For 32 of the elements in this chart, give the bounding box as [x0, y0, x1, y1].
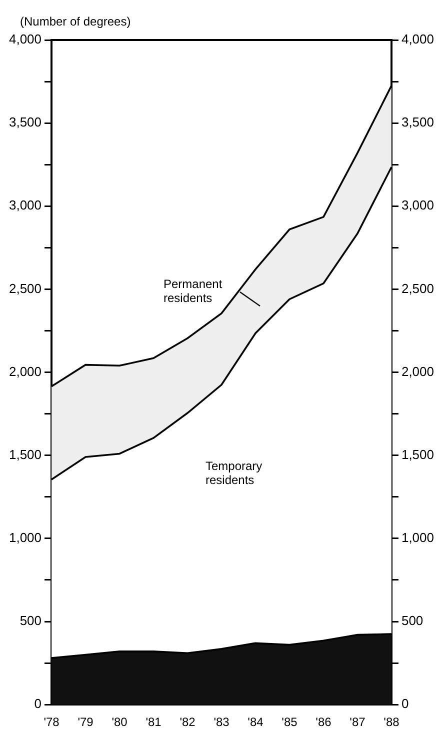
- x-tick-label: '80: [112, 715, 128, 730]
- x-tick-label: '87: [350, 715, 366, 730]
- y-tick-label: 1,000: [8, 530, 42, 546]
- x-tick-label: '81: [146, 715, 162, 730]
- x-tick-label: '82: [180, 715, 196, 730]
- y-tick-label: 500: [20, 613, 42, 628]
- y2-tick-label: 4,000: [401, 32, 434, 47]
- y-tick-label: 0: [34, 696, 42, 712]
- y-tick-label: 2,500: [8, 280, 42, 296]
- x-tick-label: '88: [384, 715, 400, 730]
- legend-label: Permanent residents: [163, 277, 224, 306]
- series-label: Temporary residents: [205, 458, 264, 487]
- y-tick-label: 4,000: [8, 32, 42, 47]
- x-tick-label: '85: [282, 715, 298, 730]
- y2-tick-label: 2,500: [401, 280, 434, 296]
- y2-tick-label: 500: [401, 613, 424, 628]
- y2-tick-label: 1,000: [401, 530, 434, 546]
- x-tick-label: '83: [214, 715, 230, 730]
- y2-tick-label: 3,000: [401, 198, 434, 213]
- x-tick-label: '86: [316, 715, 332, 730]
- x-tick-label: '78: [44, 715, 60, 730]
- x-tick-label: '79: [78, 715, 94, 730]
- x-tick-label: '84: [248, 715, 264, 730]
- y-tick-label: 2,000: [8, 364, 42, 379]
- y-axis-title: (Number of degrees): [20, 14, 131, 28]
- y2-tick-label: 1,500: [401, 446, 434, 462]
- y-tick-label: 3,500: [8, 114, 42, 130]
- y2-tick-label: 0: [401, 696, 409, 712]
- y-tick-label: 3,000: [8, 198, 42, 213]
- y2-tick-label: 3,500: [401, 114, 434, 130]
- y2-tick-label: 2,000: [401, 364, 434, 379]
- y-tick-label: 1,500: [8, 446, 42, 462]
